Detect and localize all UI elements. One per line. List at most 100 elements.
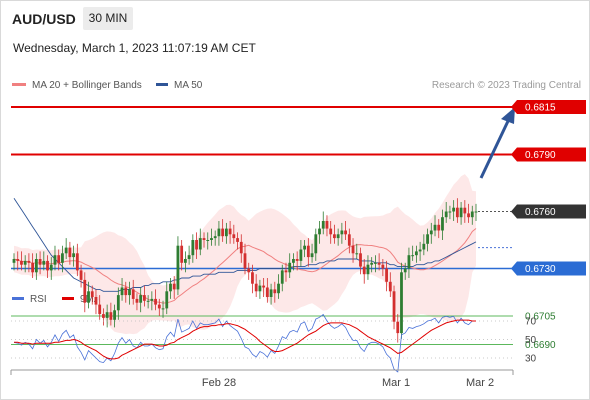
candle-body [79,270,83,280]
candle-body [441,217,444,231]
rsi-ma9-line [14,319,476,360]
price-label-current: 0.6760 [525,207,556,218]
candle-body [247,268,251,273]
candle-body [49,264,53,271]
candle-body [27,260,31,263]
candle-body [195,240,198,250]
price-label-0.6815: 0.6815 [525,103,556,114]
candle-body [303,245,307,250]
candle-body [448,211,452,213]
candle-body [146,300,150,302]
candle-body [340,230,344,235]
candle-body [72,253,76,258]
candle-body [124,287,128,296]
candle-body [366,264,370,275]
price-label-0.6790-tip [511,147,517,162]
price-label-0.6730-bg [517,261,586,276]
candle-body [224,228,228,237]
price-label-0.6690: 0.6690 [525,340,556,351]
ma20-label: MA 20 + Bollinger Bands [32,80,142,91]
candle-body [295,259,299,261]
candle-body [422,243,426,250]
candle-body [292,259,295,263]
candle-body [284,270,288,273]
candle-body [269,289,273,297]
candle-body [83,279,87,303]
ma20-swatch [12,82,26,86]
candle-body [198,238,202,250]
candle-body [213,236,217,239]
price-label-0.6730-tip [511,261,517,276]
candle-body [262,285,266,288]
candle-body [23,260,27,265]
candle-body [336,234,340,239]
candle-body [75,253,79,271]
candle-body [128,289,131,296]
candle-body [258,285,262,292]
candle-body [68,247,72,258]
candle-body [217,228,221,237]
legend-rsi: RSI [12,294,47,305]
candle-body [433,224,437,231]
candle-body [463,207,467,214]
candle-body [388,281,392,292]
candle-body [429,230,433,235]
candle-body [325,221,329,229]
candle-body [329,228,333,235]
candle-body [310,253,314,258]
candle-body [318,228,321,235]
rsi-tick-label: 30 [525,354,537,365]
price-label-0.6730: 0.6730 [525,264,556,275]
candle-body [16,259,20,261]
candle-body [459,207,463,218]
candle-body [157,304,161,309]
candle-body [139,295,143,303]
ma9-label: 9MA [80,294,101,305]
candle-body [280,270,284,284]
candle-body [38,259,42,265]
forecast-arrow [479,118,511,179]
candle-body [359,253,362,267]
candle-body [344,230,347,235]
candle-body [277,283,280,294]
candle-body [210,238,213,240]
candle-body [94,297,98,305]
candle-body [64,247,68,254]
candle-body [169,283,172,292]
rsi-swatch [12,296,24,300]
x-axis-label: Mar 2 [466,377,494,389]
rsi-tick-label: 50 [525,335,537,346]
price-label-current-tip [511,204,517,219]
ma9-swatch [62,296,74,300]
x-axis-label: Mar 1 [382,377,410,389]
forecast-arrowhead [501,107,515,124]
legend-ma20: MA 20 + Bollinger Bands [12,80,142,91]
candle-body [161,308,165,310]
candle-body [206,240,210,241]
candle-body [172,283,176,290]
candle-body [396,321,400,334]
candle-body [273,289,277,294]
candle-body [176,245,180,290]
candle-body [42,260,46,265]
candle-body [470,211,474,218]
candle-body [400,272,403,334]
timeframe-badge[interactable]: 30 MIN [83,7,133,30]
candle-body [90,291,94,297]
candle-body [239,241,243,254]
candle-body [165,291,169,309]
candle-body [46,260,49,271]
candle-body [414,251,418,256]
candle-body [351,245,355,254]
legend-9ma: 9MA [62,294,101,305]
rsi-line [13,313,476,373]
rsi-tick-label: 70 [525,317,537,328]
candle-body [187,255,191,259]
rsi-label: RSI [30,294,47,305]
price-label-0.6705: 0.6705 [525,312,556,323]
candle-body [321,221,325,229]
ma50-swatch [156,82,168,86]
candle-body [236,238,239,242]
symbol-title: AUD/USD [12,11,76,27]
